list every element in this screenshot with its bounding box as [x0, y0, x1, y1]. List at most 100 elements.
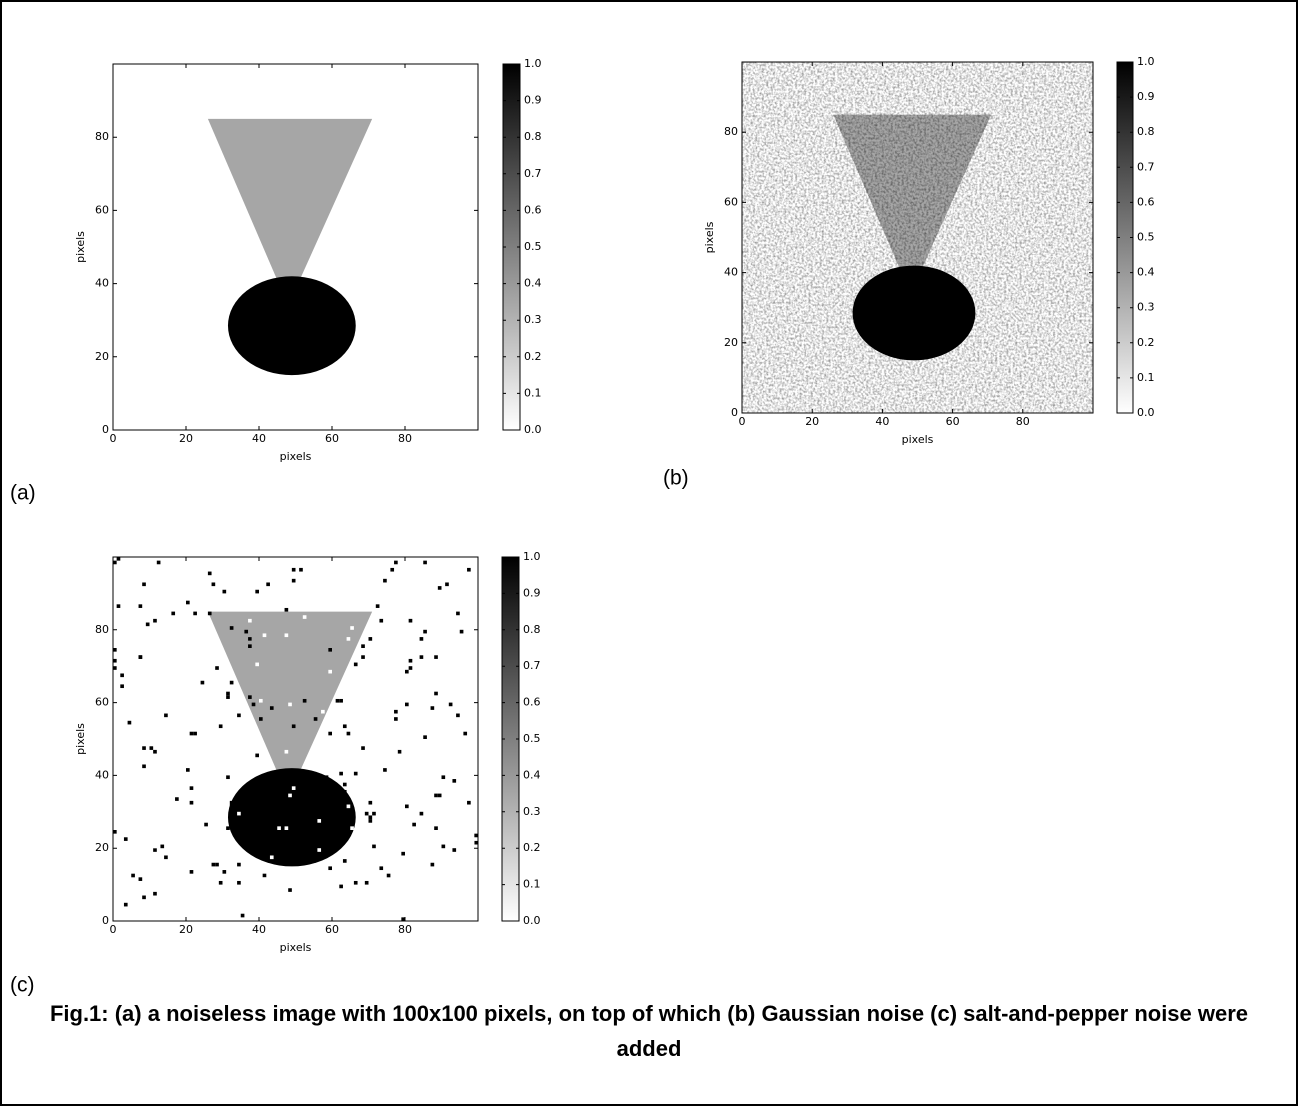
noise-pixel — [386, 797, 391, 801]
noise-pixel — [229, 597, 234, 601]
noise-pixel — [379, 866, 384, 871]
noise-pixel — [164, 713, 168, 718]
noise-pixel — [218, 902, 223, 907]
noise-pixel — [394, 902, 398, 907]
colorbar-tick-label: 1.0 — [523, 550, 541, 563]
noise-pixel — [434, 793, 438, 798]
noise-pixel — [361, 833, 365, 838]
noise-pixel — [171, 611, 176, 616]
noise-pixel — [394, 749, 398, 754]
noise-pixel — [445, 862, 449, 867]
noise-pixel — [328, 866, 332, 871]
noise-pixel — [156, 600, 161, 605]
noise-pixel — [419, 655, 424, 659]
gaussian-noise — [742, 62, 1093, 413]
noise-pixel — [193, 731, 197, 736]
y-axis-label: pixels — [74, 231, 87, 263]
noise-pixel — [401, 626, 405, 630]
noise-pixel — [353, 880, 358, 885]
noise-pixel — [448, 560, 453, 565]
noise-pixel — [259, 698, 263, 703]
colorbar-tick-label: 0.8 — [1137, 125, 1155, 138]
noise-pixel — [375, 746, 380, 750]
noise-pixel — [193, 611, 197, 616]
y-tick-label: 60 — [724, 195, 738, 208]
noise-pixel — [240, 913, 245, 918]
y-tick-label: 40 — [95, 277, 109, 290]
noise-pixel — [280, 771, 285, 776]
noise-pixel — [368, 742, 373, 747]
noise-pixel — [189, 731, 194, 736]
noise-pixel — [123, 760, 128, 765]
x-tick-label: 40 — [875, 415, 889, 428]
noise-pixel — [448, 713, 453, 718]
noise-pixel — [328, 648, 332, 652]
noise-pixel — [368, 800, 373, 805]
noise-pixel — [474, 833, 478, 838]
noise-pixel — [193, 713, 197, 718]
noise-pixel — [218, 880, 223, 885]
noise-pixel — [342, 735, 347, 739]
noise-pixel — [445, 906, 449, 911]
noise-pixel — [229, 626, 234, 630]
noise-pixel — [222, 870, 227, 874]
noise-pixel — [262, 870, 267, 874]
noise-pixel — [113, 648, 117, 652]
noise-pixel — [295, 804, 300, 809]
noise-pixel — [419, 560, 424, 565]
noise-pixel — [452, 749, 457, 754]
x-axis-label: pixels — [280, 450, 312, 463]
y-tick-label: 60 — [95, 696, 109, 709]
colorbar-tick-label: 0.3 — [524, 313, 542, 326]
noise-pixel — [226, 826, 230, 830]
noise-pixel — [474, 880, 478, 885]
noise-pixel — [288, 888, 292, 892]
noise-pixel — [189, 870, 194, 874]
noise-pixel — [120, 684, 124, 689]
noise-pixel — [186, 768, 190, 772]
noise-pixel — [200, 720, 205, 725]
noise-pixel — [419, 702, 424, 707]
noise-pixel — [153, 768, 157, 772]
colorbar-tick-label: 0.4 — [1137, 266, 1155, 279]
image — [113, 64, 478, 430]
noise-pixel — [463, 731, 468, 736]
noise-pixel — [156, 560, 161, 565]
noise-pixel — [386, 873, 391, 878]
noise-pixel — [193, 597, 197, 601]
noise-pixel — [419, 637, 424, 641]
noise-pixel — [324, 775, 329, 780]
noise-pixel — [302, 698, 307, 703]
noise-pixel — [160, 800, 165, 805]
y-axis-label: pixels — [703, 221, 716, 253]
noise-pixel — [339, 771, 343, 776]
noise-pixel — [255, 815, 259, 820]
noise-pixel — [204, 822, 208, 827]
noise-pixel — [215, 862, 219, 867]
noise-pixel — [430, 706, 435, 710]
noise-pixel — [405, 702, 409, 707]
colorbar-tick-label: 0.1 — [523, 878, 541, 891]
noise-pixel — [317, 848, 322, 852]
noise-pixel — [229, 866, 234, 871]
noise-pixel — [324, 837, 329, 841]
noise-pixel — [204, 895, 208, 900]
noise-pixel — [474, 840, 478, 845]
noise-pixel — [142, 764, 146, 769]
noise-pixel — [284, 826, 289, 830]
noise-pixel — [445, 582, 449, 587]
colorbar-tick-label: 0.4 — [523, 768, 541, 781]
colorbar-tick-label: 0.9 — [523, 586, 541, 599]
noise-pixel — [324, 739, 329, 743]
noise-pixel — [368, 819, 373, 823]
noise-pixel — [394, 560, 398, 565]
colorbar-tick-label: 0.0 — [523, 914, 541, 927]
colorbar-tick-label: 0.3 — [1137, 301, 1155, 314]
noise-pixel — [364, 891, 369, 896]
noise-pixel — [313, 717, 318, 721]
colorbar-tick-label: 0.2 — [1137, 336, 1155, 349]
panel-label: (b) — [663, 467, 689, 490]
noise-pixel — [211, 662, 216, 667]
noise-pixel — [459, 629, 464, 634]
noise-pixel — [383, 768, 387, 772]
